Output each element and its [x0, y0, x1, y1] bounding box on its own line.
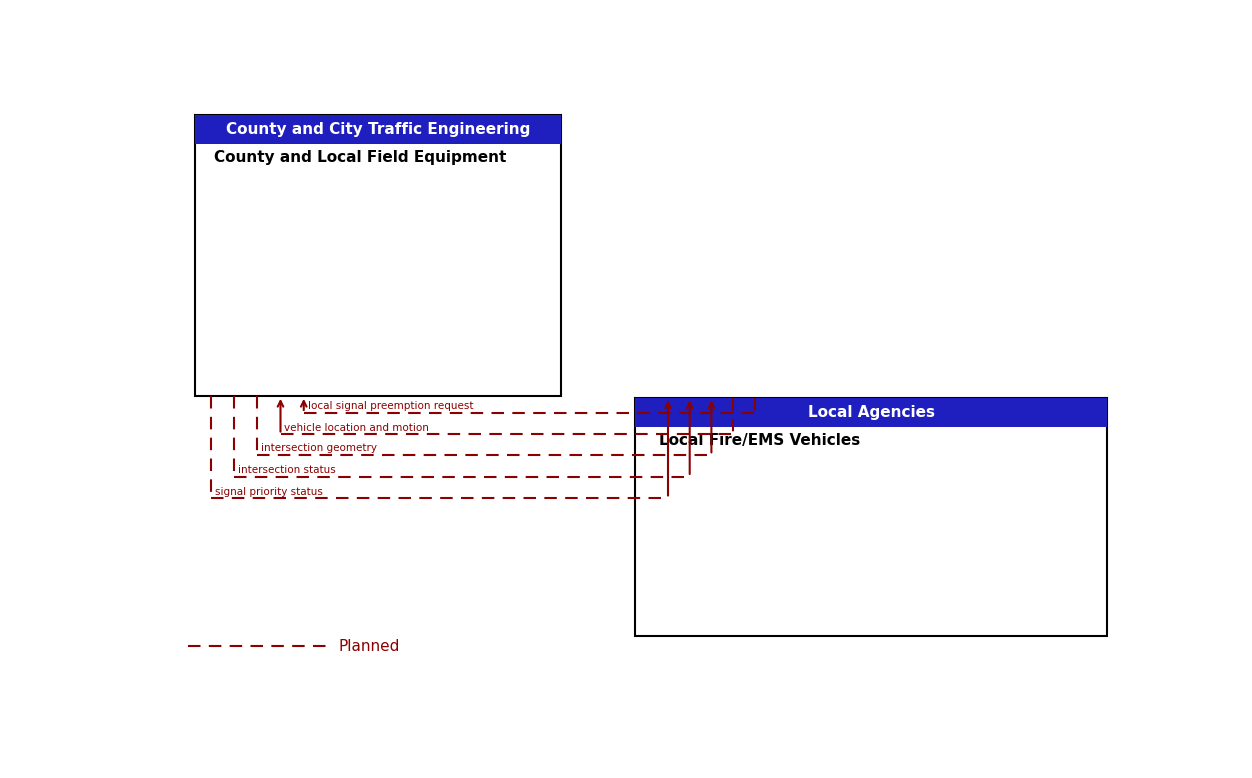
Bar — [195, 115, 561, 144]
Text: intersection geometry: intersection geometry — [262, 443, 377, 454]
Text: local signal preemption request: local signal preemption request — [308, 401, 473, 411]
Text: County and Local Field Equipment: County and Local Field Equipment — [214, 150, 506, 165]
Text: Planned: Planned — [338, 639, 399, 654]
Bar — [636, 398, 1107, 427]
Bar — [195, 115, 561, 396]
Text: Local Agencies: Local Agencies — [808, 405, 934, 419]
Text: Local Fire/EMS Vehicles: Local Fire/EMS Vehicles — [659, 433, 860, 448]
Text: intersection status: intersection status — [238, 465, 336, 475]
Text: vehicle location and motion: vehicle location and motion — [284, 422, 429, 433]
Text: County and City Traffic Engineering: County and City Traffic Engineering — [225, 122, 531, 137]
Bar — [636, 398, 1107, 636]
Text: signal priority status: signal priority status — [214, 486, 323, 496]
